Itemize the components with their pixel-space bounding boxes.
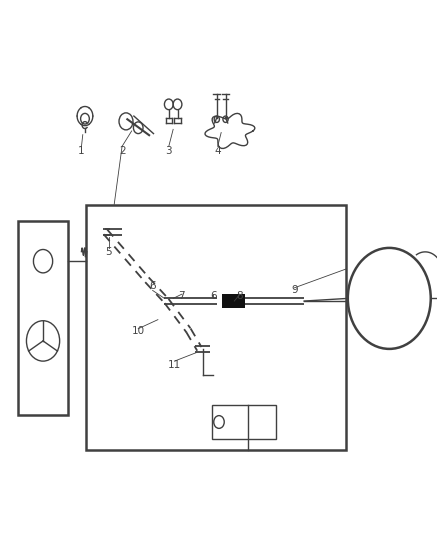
Bar: [86, 205, 346, 450]
Text: 1: 1: [78, 146, 85, 156]
Text: 6: 6: [210, 290, 217, 301]
Text: 6: 6: [149, 281, 156, 291]
Bar: [212, 405, 276, 439]
Text: 11: 11: [168, 360, 181, 370]
Text: 10: 10: [132, 326, 145, 336]
Bar: [223, 294, 245, 309]
Text: 3: 3: [166, 146, 172, 156]
Text: 7: 7: [179, 290, 185, 301]
Text: 5: 5: [106, 247, 112, 257]
Text: 9: 9: [291, 286, 298, 295]
Text: 4: 4: [214, 146, 221, 156]
Bar: [18, 221, 68, 415]
Text: 2: 2: [119, 146, 125, 156]
Text: 8: 8: [237, 290, 243, 301]
